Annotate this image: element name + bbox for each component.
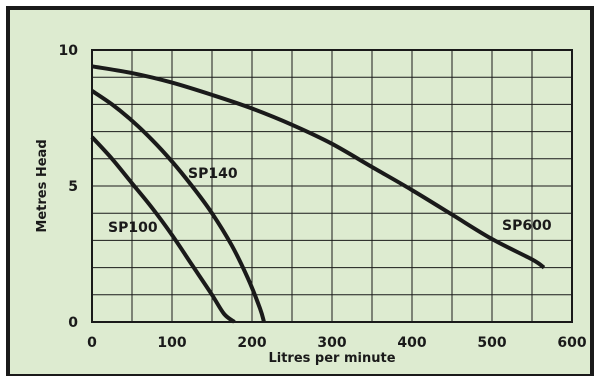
series-line-sp140 bbox=[90, 89, 266, 323]
x-axis-label: Litres per minute bbox=[268, 351, 395, 366]
series-label-sp600: SP600 bbox=[502, 218, 552, 234]
curves bbox=[90, 64, 546, 324]
y-tick-label: 10 bbox=[59, 43, 79, 59]
series-line-sp100 bbox=[90, 135, 236, 324]
tick-labels: 0 100 200 300 400 500 600 0 5 10 bbox=[59, 43, 587, 351]
x-tick-label: 0 bbox=[87, 335, 97, 351]
x-tick-label: 100 bbox=[157, 335, 186, 351]
x-tick-label: 600 bbox=[557, 335, 586, 351]
x-tick-label: 300 bbox=[317, 335, 346, 351]
x-tick-label: 200 bbox=[237, 335, 266, 351]
x-tick-label: 400 bbox=[397, 335, 426, 351]
y-tick-label: 5 bbox=[68, 179, 78, 195]
y-axis-label: Metres Head bbox=[35, 139, 50, 232]
series-line-sp600 bbox=[91, 64, 546, 270]
series-labels: SP100 SP140 SP600 bbox=[108, 166, 552, 236]
y-tick-label: 0 bbox=[68, 315, 78, 331]
chart-frame bbox=[6, 6, 594, 376]
series-label-sp100: SP100 bbox=[108, 220, 158, 236]
series-label-sp140: SP140 bbox=[188, 166, 238, 182]
x-tick-label: 500 bbox=[477, 335, 506, 351]
